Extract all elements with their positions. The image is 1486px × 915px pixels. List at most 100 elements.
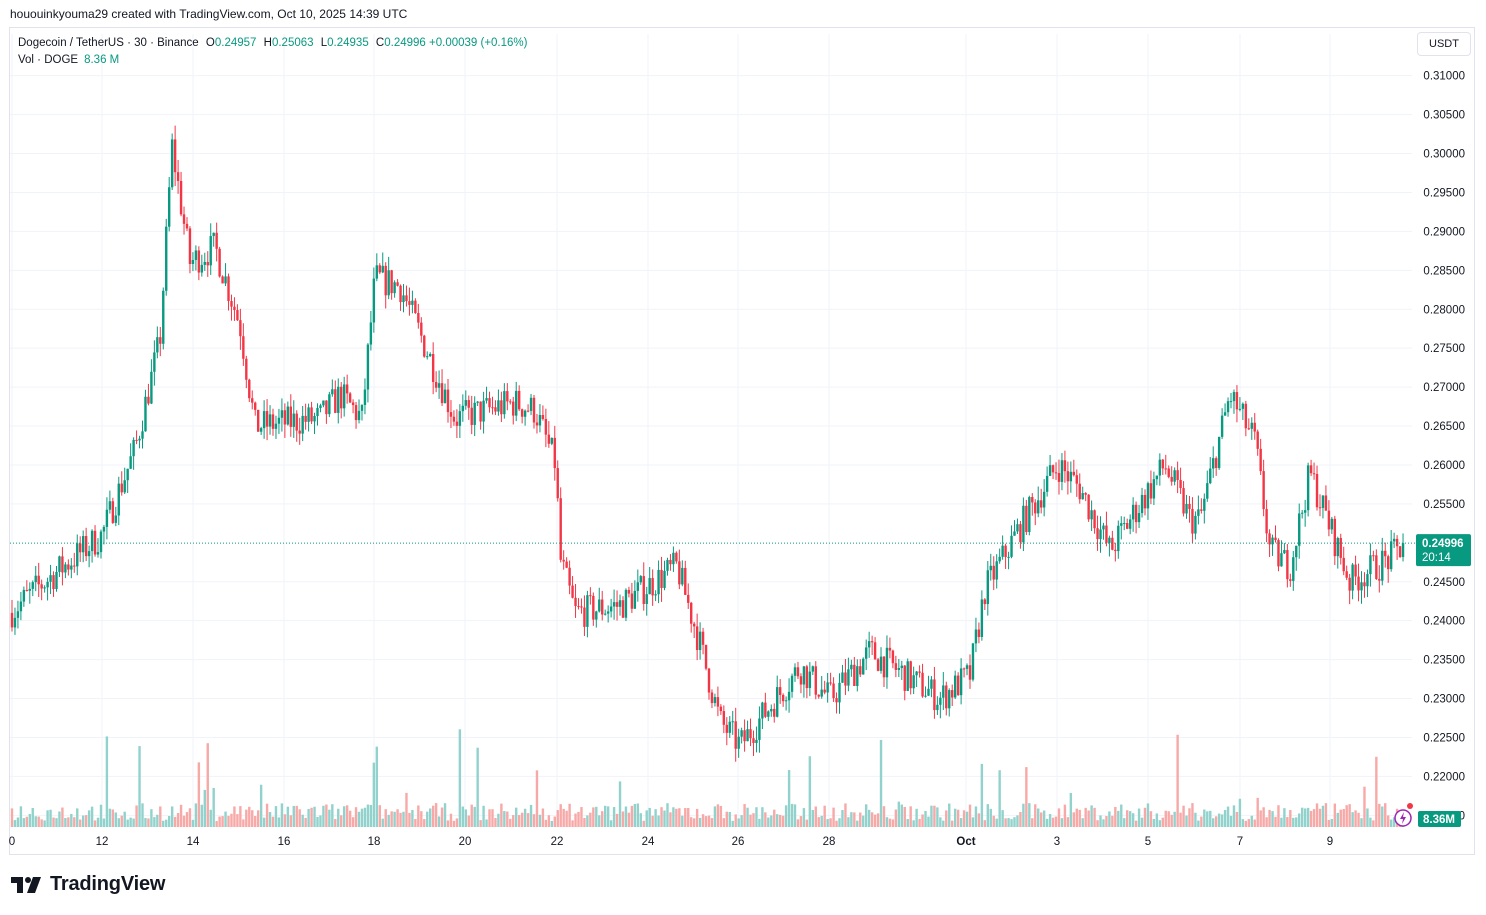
volume-bar — [933, 805, 936, 827]
volume-bar — [482, 805, 485, 827]
volume-label[interactable]: Vol · DOGE — [18, 54, 79, 66]
volume-bar — [215, 820, 218, 827]
candle-body — [366, 344, 370, 390]
volume-bar — [102, 818, 106, 827]
currency-button[interactable]: USDT — [1417, 32, 1471, 56]
volume-bar — [1158, 820, 1162, 827]
candle-body — [117, 483, 120, 516]
volume-bar — [835, 820, 838, 827]
volume-bar — [1149, 811, 1153, 827]
candle-body — [986, 570, 989, 605]
candle-body — [280, 410, 284, 418]
candle-body — [482, 400, 485, 422]
candle-body — [832, 683, 835, 699]
candle-body — [1354, 564, 1357, 577]
volume-bar — [692, 818, 696, 827]
candle-body — [1037, 500, 1040, 514]
candle-body — [945, 685, 948, 709]
volume-bar — [209, 809, 212, 827]
volume-bar — [342, 806, 346, 827]
volume-bar — [387, 814, 390, 827]
tradingview-logo[interactable]: TradingView — [11, 873, 165, 896]
candle-body — [912, 675, 915, 689]
volume-bar — [1081, 818, 1084, 827]
candle-body — [1366, 574, 1369, 587]
candle-body — [58, 556, 61, 572]
symbol-title[interactable]: Dogecoin / TetherUS · 30 · Binance — [18, 37, 199, 49]
candle-body — [429, 353, 432, 357]
volume-bar — [936, 807, 939, 827]
volume-bar — [841, 809, 844, 827]
volume-bar — [313, 806, 316, 827]
candle-body — [609, 606, 613, 612]
volume-bar — [1312, 809, 1316, 827]
volume-bar — [61, 807, 64, 827]
candle-body — [767, 711, 770, 717]
volume-bar — [1054, 816, 1058, 827]
candle-body — [372, 278, 376, 323]
candle-body — [87, 551, 91, 557]
candle-body — [434, 382, 438, 388]
candle-body — [488, 398, 491, 408]
volume-bar — [417, 805, 420, 827]
volume-bar — [992, 815, 995, 827]
candle-body — [722, 711, 726, 725]
candle-body — [580, 606, 583, 608]
volume-bar — [268, 812, 272, 827]
candle-body — [924, 695, 927, 697]
volume-bar — [959, 818, 963, 827]
candle-body — [150, 371, 153, 404]
candle-body — [443, 389, 447, 404]
volume-bar — [995, 818, 998, 827]
candle-body — [99, 531, 103, 553]
volume-bar — [1069, 792, 1073, 827]
candle-body — [420, 322, 423, 336]
volume-bar — [280, 803, 284, 827]
x-tick-label: 26 — [732, 836, 745, 848]
volume-bar — [912, 820, 915, 827]
candle-body — [1013, 531, 1016, 536]
volume-bar — [1051, 817, 1055, 827]
volume-bar — [182, 815, 186, 827]
candle-body — [509, 401, 512, 403]
candle-body — [1114, 549, 1117, 552]
candle-body — [369, 322, 373, 345]
candle-body — [93, 530, 97, 555]
candle-body — [79, 543, 82, 553]
volume-bar — [1028, 803, 1031, 827]
candle-body — [1306, 465, 1310, 511]
y-tick-label: 0.28000 — [1423, 304, 1465, 316]
volume-bar — [147, 818, 150, 827]
candle-body — [271, 414, 275, 429]
volume-bar — [1004, 818, 1007, 827]
candle-body — [1259, 448, 1262, 472]
candle-body — [989, 565, 992, 571]
volume-bar — [980, 763, 984, 827]
volume-bar — [1378, 803, 1381, 827]
volume-bar — [1262, 807, 1265, 827]
volume-badge-value: 8.36M — [1423, 814, 1455, 826]
candle-body — [1241, 403, 1245, 409]
candle-body — [781, 694, 785, 702]
volume-bar — [553, 816, 556, 827]
volume-bar — [1197, 820, 1200, 827]
candle-body — [645, 594, 648, 604]
volume-bar — [909, 806, 912, 827]
candle-body — [1309, 465, 1313, 474]
candle-body — [556, 468, 559, 499]
candle-body — [681, 567, 684, 585]
volume-bar — [348, 810, 352, 827]
candle-body — [574, 597, 577, 607]
volume-bar — [989, 808, 992, 827]
volume-bar — [1333, 803, 1337, 827]
candle-body — [105, 509, 109, 527]
close-value: 0.24996 — [384, 37, 426, 49]
volume-bar — [1031, 818, 1034, 827]
volume-bar — [687, 808, 690, 827]
volume-bar — [962, 810, 966, 827]
candle-body — [1149, 483, 1153, 499]
candle-body — [464, 400, 467, 406]
candle-body — [141, 431, 144, 439]
volume-bar — [479, 820, 482, 827]
